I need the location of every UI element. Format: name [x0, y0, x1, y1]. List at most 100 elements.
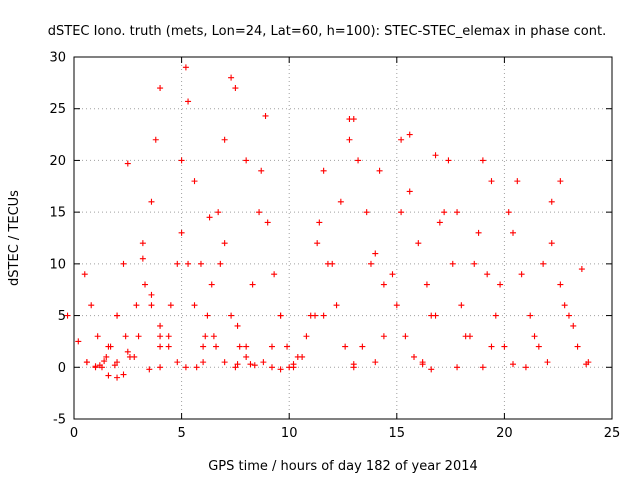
data-series: [479, 178, 521, 371]
data-point: [146, 366, 153, 373]
data-series: [346, 116, 387, 288]
data-point: [402, 333, 409, 340]
data-point: [510, 361, 517, 368]
data-series: [234, 112, 269, 368]
data-point: [191, 302, 198, 309]
data-point: [458, 302, 465, 309]
data-point: [488, 343, 495, 350]
data-point: [148, 198, 155, 205]
data-point: [484, 271, 491, 278]
data-point: [359, 343, 366, 350]
data-point: [449, 260, 456, 267]
data-point: [101, 358, 108, 365]
data-point: [64, 312, 71, 319]
y-tick-label: 10: [49, 257, 66, 272]
y-tick-label: 25: [49, 102, 66, 117]
data-point: [103, 353, 110, 360]
data-point: [221, 240, 228, 247]
data-point: [178, 229, 185, 236]
data-point: [565, 312, 572, 319]
data-series: [139, 255, 189, 371]
data-point: [152, 136, 159, 143]
data-point: [479, 364, 486, 371]
data-point: [202, 333, 209, 340]
data-point: [81, 271, 88, 278]
data-point: [329, 260, 336, 267]
data-series: [316, 219, 357, 368]
data-series: [146, 64, 189, 373]
data-point: [531, 333, 538, 340]
data-point: [454, 364, 461, 371]
data-point: [148, 291, 155, 298]
data-series: [234, 312, 284, 369]
data-point: [277, 366, 284, 373]
data-point: [441, 209, 448, 216]
data-point: [346, 136, 353, 143]
data-point: [185, 98, 192, 105]
data-series: [320, 116, 357, 319]
data-series: [290, 167, 327, 371]
data-point: [96, 362, 103, 369]
data-series: [548, 240, 590, 368]
data-point: [124, 160, 131, 167]
data-point: [342, 343, 349, 350]
data-point: [299, 353, 306, 360]
data-point: [518, 271, 525, 278]
data-point: [557, 281, 564, 288]
data-series: [454, 157, 495, 371]
y-tick-label: 5: [58, 309, 66, 324]
data-point: [367, 260, 374, 267]
data-point: [303, 333, 310, 340]
data-point: [479, 157, 486, 164]
data-point: [505, 209, 512, 216]
data-point: [92, 363, 99, 370]
data-point: [157, 322, 164, 329]
data-point: [262, 112, 269, 119]
data-point: [522, 364, 529, 371]
data-point: [389, 271, 396, 278]
data-point: [165, 343, 172, 350]
data-point: [142, 281, 149, 288]
data-point: [320, 167, 327, 174]
data-point: [363, 209, 370, 216]
data-point: [200, 343, 207, 350]
data-point: [182, 64, 189, 71]
data-point: [105, 372, 112, 379]
data-point: [277, 312, 284, 319]
data-point: [251, 362, 258, 369]
data-point: [157, 333, 164, 340]
data-point: [510, 229, 517, 236]
data-point: [398, 209, 405, 216]
y-axis-label: dSTEC / TECUs: [7, 190, 22, 286]
data-point: [284, 343, 291, 350]
data-point: [462, 333, 469, 340]
data-point: [346, 116, 353, 123]
data-series: [393, 302, 435, 373]
data-point: [197, 260, 204, 267]
data-point: [165, 333, 172, 340]
data-point: [124, 348, 131, 355]
data-point: [350, 364, 357, 371]
data-point: [548, 240, 555, 247]
data-point: [208, 281, 215, 288]
data-point: [372, 359, 379, 366]
data-point: [178, 157, 185, 164]
data-point: [213, 343, 220, 350]
data-point: [247, 361, 254, 368]
data-point: [585, 359, 592, 366]
data-point: [268, 343, 275, 350]
data-point: [126, 353, 133, 360]
data-point: [380, 333, 387, 340]
data-point: [114, 312, 121, 319]
data-point: [314, 240, 321, 247]
data-point: [256, 209, 263, 216]
data-point: [83, 359, 90, 366]
data-point: [228, 74, 235, 81]
data-point: [471, 260, 478, 267]
data-point: [535, 343, 542, 350]
data-point: [316, 219, 323, 226]
data-point: [193, 364, 200, 371]
data-point: [333, 302, 340, 309]
data-point: [157, 364, 164, 371]
